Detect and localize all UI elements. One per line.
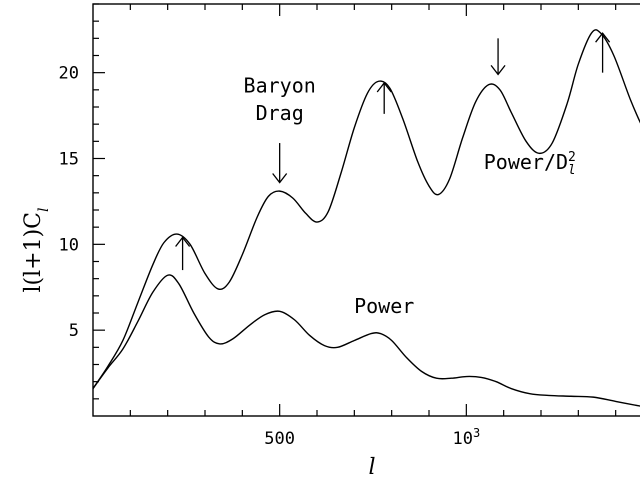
annotations: Baryon Drag Power/D2 l Power	[244, 73, 576, 318]
arrow-head-up	[175, 236, 191, 247]
annotation: Drag	[256, 101, 304, 125]
arrow-head-down	[490, 64, 506, 76]
y-axis-label: l(l+1)Cl	[21, 208, 52, 293]
y-tick-label: 10	[59, 235, 79, 255]
y-axis-label-sub: l	[36, 208, 52, 212]
y-ticks	[93, 3, 105, 400]
annotation: Power	[354, 294, 414, 318]
x-tick-label: 500	[264, 429, 295, 449]
series-line-power-over-d2	[93, 29, 640, 389]
annotation: Power/D2 l	[484, 150, 576, 178]
arrow-head-up	[595, 32, 611, 43]
x-tick-labels: 500 103	[264, 426, 480, 449]
x-axis-label: l	[368, 455, 375, 480]
y-axis-label-main: l(l+1)C	[21, 212, 46, 293]
series-lines	[93, 29, 640, 407]
annotation: Baryon	[244, 73, 316, 97]
y-tick-labels: 5 10 15 20	[59, 64, 79, 341]
arrow-head-up	[376, 81, 392, 93]
x-ticks	[129, 4, 617, 416]
arrows	[175, 32, 611, 271]
x-tick-label: 103	[452, 426, 480, 449]
y-tick-label: 5	[69, 321, 79, 341]
arrow-head-down	[272, 173, 288, 184]
plot-frame	[92, 3, 640, 417]
y-tick-label: 15	[59, 150, 79, 170]
y-tick-label: 20	[59, 64, 79, 84]
series-line-power	[93, 274, 640, 407]
